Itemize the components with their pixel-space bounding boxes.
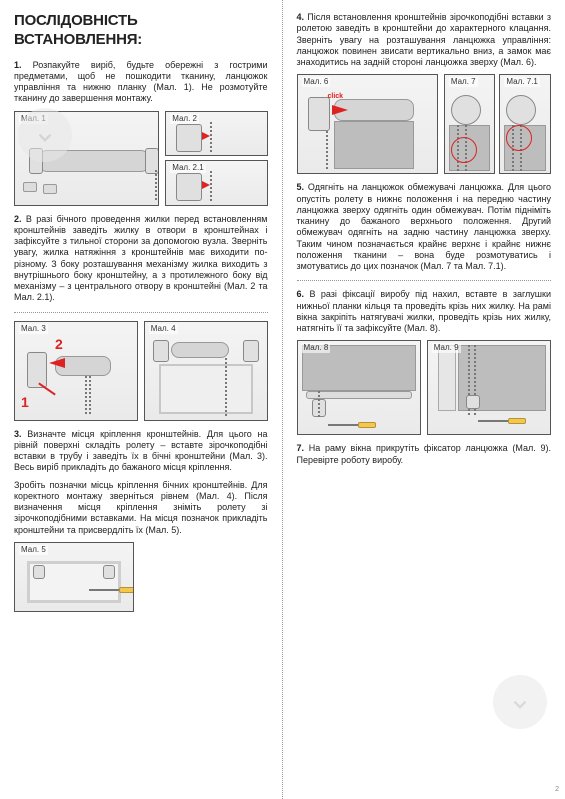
page-title: ПОСЛІДОВНІСТЬ ВСТАНОВЛЕННЯ: [14, 12, 268, 50]
step-5-body: Одягніть на ланцюжок обмежувачі ланцюжка… [297, 182, 552, 271]
step-6-num: 6. [297, 289, 305, 299]
figure-7: Мал. 7 [444, 74, 496, 174]
watermark-icon [493, 675, 547, 729]
figure-6-label: Мал. 6 [302, 77, 331, 87]
page-number: 2 [555, 786, 559, 795]
step-2-num: 2. [14, 214, 22, 224]
step-5-num: 5. [297, 182, 305, 192]
step-6-text: 6. В разі фіксації виробу під нахил, вст… [297, 289, 552, 334]
figure-4: Мал. 4 [144, 321, 268, 421]
fig-row-5: Мал. 5 [14, 542, 268, 612]
step-2-text: 2. В разі бічного проведення жилки перед… [14, 214, 268, 304]
step-1-text: 1. Розпакуйте виріб, будьте обережні з г… [14, 60, 268, 105]
figure-9-label: Мал. 9 [432, 343, 461, 353]
figure-7-label: Мал. 7 [449, 77, 478, 87]
figure-6: Мал. 6 click [297, 74, 438, 174]
figure-2-1: Мал. 2.1 [165, 160, 267, 206]
figure-7-1-label: Мал. 7.1 [504, 77, 539, 87]
divider-left-1 [14, 312, 268, 313]
step-3-num: 3. [14, 429, 22, 439]
figure-3-anno-2: 2 [55, 336, 63, 354]
step-7-num: 7. [297, 443, 305, 453]
figure-8: Мал. 8 [297, 340, 421, 435]
figure-6-click: click [328, 93, 344, 102]
step-1-num: 1. [14, 60, 22, 70]
figure-4-label: Мал. 4 [149, 324, 178, 334]
step-3-text-b: Зробіть позначки місць кріплення бічних … [14, 480, 268, 536]
step-5-text: 5. Одягніть на ланцюжок обмежувачі ланцю… [297, 182, 552, 272]
figure-8-label: Мал. 8 [302, 343, 331, 353]
fig-row-8-9: Мал. 8 Мал. 9 [297, 340, 552, 435]
step-3-body-a: Визначте місця кріплення кронштейнів. Дл… [14, 429, 268, 473]
step-4-body: Після встановлення кронштейнів зірочкопо… [297, 12, 552, 67]
figure-2-label: Мал. 2 [170, 114, 199, 124]
step-4-num: 4. [297, 12, 305, 22]
step-7-body: На раму вікна прикрутіть фіксатор ланцюж… [297, 443, 552, 464]
step-2-body: В разі бічного проведення жилки перед вс… [14, 214, 268, 303]
figure-5-label: Мал. 5 [19, 545, 48, 555]
step-3-text-a: 3. Визначте місця кріплення кронштейнів.… [14, 429, 268, 474]
step-7-text: 7. На раму вікна прикрутіть фіксатор лан… [297, 443, 552, 466]
figure-3: Мал. 3 1 2 [14, 321, 138, 421]
figure-9: Мал. 9 [427, 340, 551, 435]
divider-right-1 [297, 280, 552, 281]
figure-2: Мал. 2 [165, 111, 267, 157]
page-root: ПОСЛІДОВНІСТЬ ВСТАНОВЛЕННЯ: 1. Розпакуйт… [0, 0, 565, 799]
watermark-icon [18, 108, 72, 162]
step-1-body: Розпакуйте виріб, будьте обережні з гост… [14, 60, 268, 104]
fig-row-3-4: Мал. 3 1 2 Мал. 4 [14, 321, 268, 421]
figure-3-anno-1: 1 [21, 394, 29, 412]
figure-7-1: Мал. 7.1 [499, 74, 551, 174]
figure-2-1-label: Мал. 2.1 [170, 163, 205, 173]
figure-5: Мал. 5 [14, 542, 134, 612]
step-6-body: В разі фіксації виробу під нахил, вставт… [297, 289, 552, 333]
fig-row-6-7: Мал. 6 click Мал. 7 Мал. 7.1 [297, 74, 552, 174]
step-4-text: 4. Після встановлення кронштейнів зірочк… [297, 12, 552, 68]
figure-3-label: Мал. 3 [19, 324, 48, 334]
